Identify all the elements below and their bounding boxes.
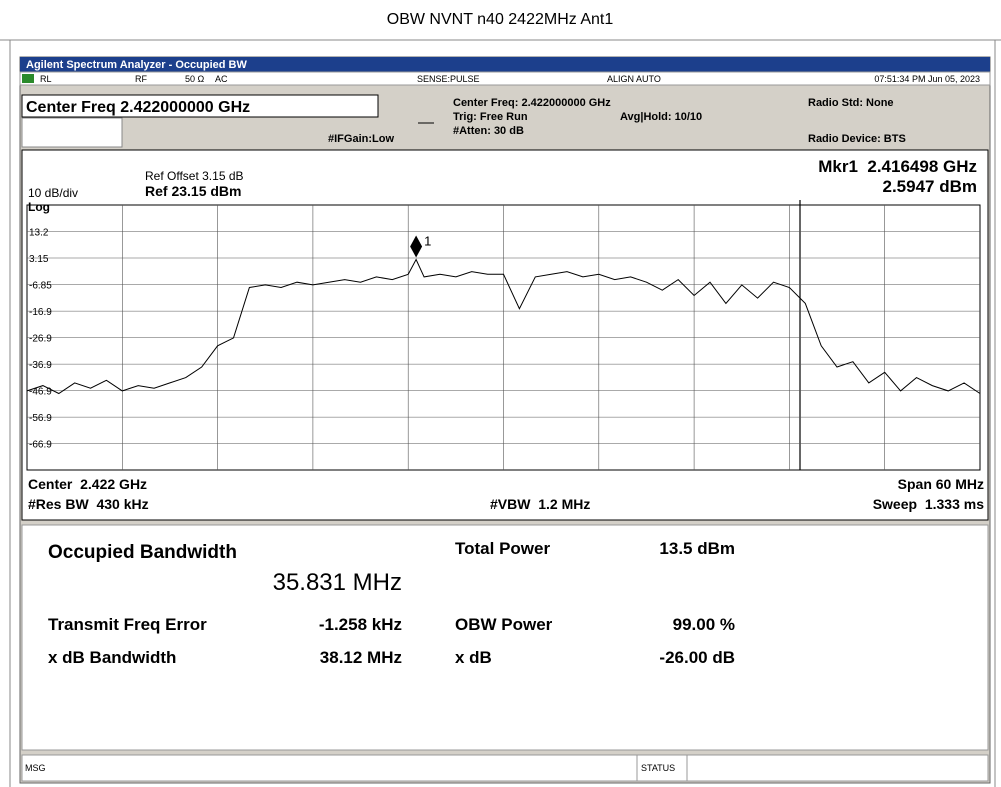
setting-avg: Avg|Hold: 10/10 <box>620 111 702 123</box>
setting-radio-device: Radio Device: BTS <box>808 133 906 145</box>
scale-type: Log <box>28 200 50 214</box>
sweep: Sweep 1.333 ms <box>873 496 985 512</box>
msg-bar <box>21 754 638 782</box>
center-freq-box <box>21 94 379 118</box>
obw-value: 35.831 MHz <box>273 569 402 596</box>
res-bw: #Res BW 430 kHz <box>28 496 149 512</box>
y-tick-label: -26.9 <box>29 334 52 345</box>
obw-label: Occupied Bandwidth <box>48 542 237 563</box>
center-freq: Center Freq 2.422000000 GHz <box>26 99 250 116</box>
trace <box>26 258 981 395</box>
y-tick-label: 13.2 <box>29 227 49 238</box>
y-tick-label: -36.9 <box>29 360 52 371</box>
freq-error-label: Transmit Freq Error <box>48 615 207 634</box>
marker-freq: Mkr1 2.416498 GHz <box>818 157 977 176</box>
obw-power-value: 99.00 % <box>673 615 735 634</box>
scale: 10 dB/div <box>28 186 78 200</box>
xdb-bw-value: 38.12 MHz <box>320 648 402 667</box>
y-tick-label: -66.9 <box>29 440 52 451</box>
status-rf: RF <box>135 74 147 84</box>
total-power-label: Total Power <box>455 539 550 558</box>
setting-radio-std: Radio Std: None <box>808 97 894 109</box>
status-align: ALIGN AUTO <box>607 74 661 84</box>
xdb-label: x dB <box>455 648 492 667</box>
window-title: OBW NVNT n40 2422MHz Ant1 <box>387 11 614 28</box>
marker-level: 2.5947 dBm <box>883 177 978 196</box>
setting-ifgain: #IFGain:Low <box>328 133 394 145</box>
freq-error-value: -1.258 kHz <box>319 615 402 634</box>
plot-panel <box>21 149 989 521</box>
span: Span 60 MHz <box>898 476 984 492</box>
total-power-value: 13.5 dBm <box>659 539 735 558</box>
y-tick-label: -46.9 <box>29 387 52 398</box>
xdb-bw-label: x dB Bandwidth <box>48 648 176 667</box>
app-title-bar <box>20 57 990 72</box>
y-tick-label: -16.9 <box>29 307 52 318</box>
y-tick-label: -6.85 <box>29 281 52 292</box>
status-box <box>686 754 989 782</box>
setting-atten: #Atten: 30 dB <box>453 125 524 137</box>
ref-level: Ref 23.15 dBm <box>145 183 241 199</box>
vbw: #VBW 1.2 MHz <box>490 496 590 512</box>
status-sense: SENSE:PULSE <box>417 74 480 84</box>
lxi-icon <box>22 74 34 83</box>
xdb-value: -26.00 dB <box>659 648 735 667</box>
status: STATUS <box>641 763 675 773</box>
center-label: Center 2.422 GHz <box>28 476 147 492</box>
status-coupling: AC <box>215 74 228 84</box>
app-title: Agilent Spectrum Analyzer - Occupied BW <box>26 59 247 71</box>
marker <box>410 235 423 258</box>
y-tick-label: -56.9 <box>29 413 52 424</box>
obw-power-label: OBW Power <box>455 615 553 634</box>
status-rl: RL <box>40 74 52 84</box>
msg: MSG <box>25 763 46 773</box>
status-bar <box>19 71 991 86</box>
setting-center: Center Freq: 2.422000000 GHz <box>453 97 611 109</box>
results-panel <box>21 524 989 751</box>
status-impedance: 50 Ω <box>185 74 205 84</box>
ref-offset: Ref Offset 3.15 dB <box>145 169 244 183</box>
status-label-box <box>636 754 688 782</box>
marker-label: 1 <box>424 233 431 248</box>
y-tick-label: 3.15 <box>29 254 49 265</box>
setting-trig: Trig: Free Run <box>453 111 528 123</box>
status-time: 07:51:34 PM Jun 05, 2023 <box>874 74 980 84</box>
input-box <box>21 117 123 148</box>
